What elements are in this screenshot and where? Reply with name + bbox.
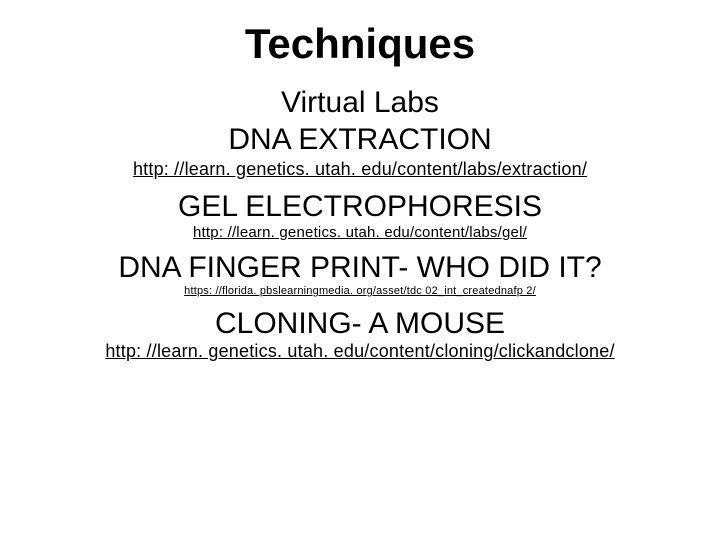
subtitle-virtual-labs: Virtual Labs bbox=[30, 86, 690, 121]
heading-gel-electrophoresis: GEL ELECTROPHORESIS bbox=[30, 190, 690, 224]
link-dna-fingerprint[interactable]: https: //florida. pbslearningmedia. org/… bbox=[30, 285, 690, 297]
subtitle-dna-extraction: DNA EXTRACTION bbox=[30, 123, 690, 158]
link-cloning-mouse[interactable]: http: //learn. genetics. utah. edu/conte… bbox=[30, 341, 690, 362]
link-dna-extraction[interactable]: http: //learn. genetics. utah. edu/conte… bbox=[30, 159, 690, 180]
heading-cloning-mouse: CLONING- A MOUSE bbox=[30, 307, 690, 341]
slide-title: Techniques bbox=[30, 20, 690, 68]
slide-container: Techniques Virtual Labs DNA EXTRACTION h… bbox=[0, 0, 720, 540]
heading-dna-fingerprint: DNA FINGER PRINT- WHO DID IT? bbox=[30, 251, 690, 285]
link-gel-electrophoresis[interactable]: http: //learn. genetics. utah. edu/conte… bbox=[30, 224, 690, 241]
